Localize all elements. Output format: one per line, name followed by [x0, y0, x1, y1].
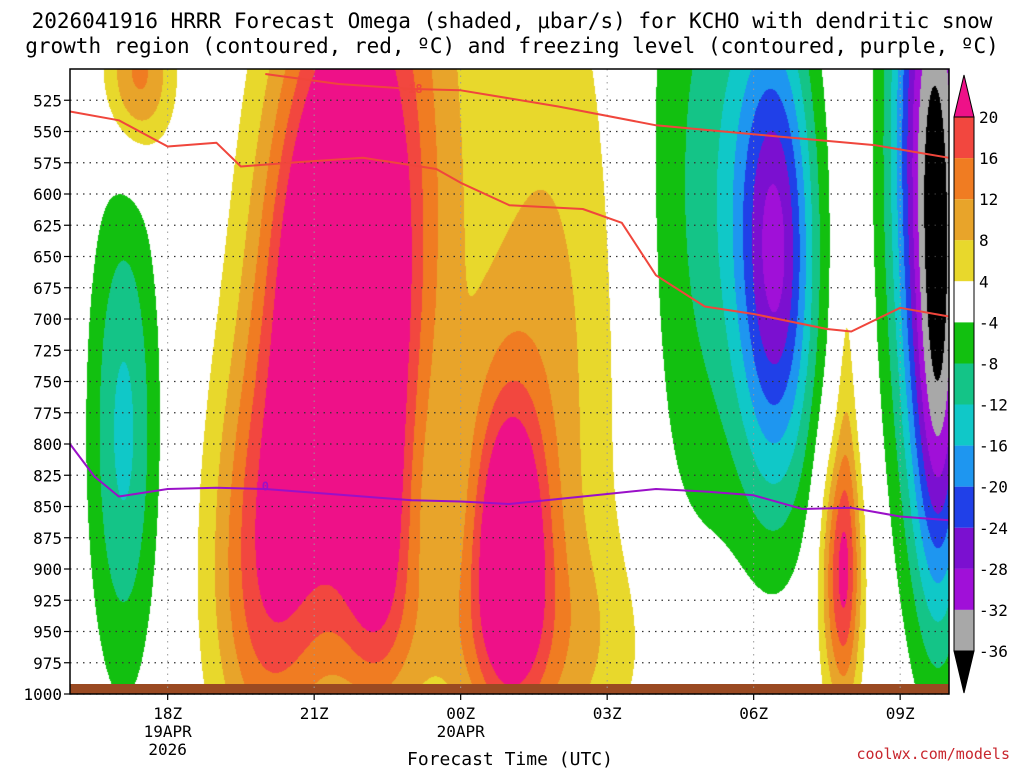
colorbar-tick-label: 16: [979, 149, 998, 168]
colorbar-bin: [954, 568, 974, 610]
x-tick-label: 18Z: [153, 704, 182, 723]
y-tick-label: 850: [33, 498, 62, 517]
y-tick-label: 650: [33, 248, 62, 267]
omega-shaded-field: [70, 69, 949, 694]
y-tick-label: 975: [33, 654, 62, 673]
y-tick-label: 575: [33, 154, 62, 173]
colorbar-top-arrow: [953, 74, 975, 118]
contour-lines: -18 0: [69, 73, 950, 522]
y-tick-label: 600: [33, 185, 62, 204]
colorbar-tick-label: 20: [979, 108, 998, 127]
y-tick-label: 950: [33, 623, 62, 642]
freezing-level-label: 0: [262, 480, 269, 494]
plot-area: -18 0: [69, 68, 950, 695]
colorbar-bin: [954, 527, 974, 569]
colorbar-bin: [954, 363, 974, 405]
y-tick-label: 925: [33, 591, 62, 610]
colorbar-bin: [954, 609, 974, 651]
colorbar-tick-label: -20: [979, 478, 1008, 497]
colorbar-bin: [954, 158, 974, 200]
grid-lines: [70, 69, 949, 695]
y-tick-label: 900: [33, 560, 62, 579]
colorbar-bin: [954, 322, 974, 364]
colorbar-bin: [954, 199, 974, 241]
dgz-contour-line: [265, 73, 950, 159]
colorbar-tick-label: -16: [979, 437, 1008, 456]
colorbar: 20 16 12 8 4 -4 -8 -12 -16 -20 -24 -28 -32 -36: [953, 74, 1008, 694]
colorbar-tick-label: -12: [979, 396, 1008, 415]
x-tick-year: 2026: [148, 740, 187, 759]
y-tick-label: 775: [33, 404, 62, 423]
y-tick-label: 825: [33, 466, 62, 485]
credit-text: coolwx.com/models: [856, 745, 1010, 763]
x-tick-label: 21Z: [300, 704, 329, 723]
colorbar-bin: [954, 240, 974, 282]
y-tick-label: 625: [33, 216, 62, 235]
x-tick-label: 09Z: [886, 704, 915, 723]
y-tick-label: 525: [33, 91, 62, 110]
colorbar-bin: [954, 281, 974, 323]
colorbar-tick-label: 4: [979, 272, 989, 291]
terrain-ground-strip: [70, 684, 949, 694]
chart-title-line-2: growth region (contoured, red, ºC) and f…: [25, 34, 999, 58]
chart-title-line-1: 2026041916 HRRR Forecast Omega (shaded, …: [32, 9, 993, 33]
colorbar-tick-label: -8: [979, 355, 998, 374]
dgz-contour-label: -18: [401, 82, 423, 96]
x-axis-label: Forecast Time (UTC): [407, 749, 613, 768]
colorbar-frame: [953, 116, 975, 652]
colorbar-bin: [954, 117, 974, 159]
colorbar-bin: [954, 486, 974, 528]
colorbar-tick-label: -4: [979, 313, 998, 332]
x-tick-date: 20APR: [437, 722, 486, 741]
x-tick-label: 00Z: [446, 704, 475, 723]
colorbar-tick-label: -28: [979, 560, 1008, 579]
y-tick-label: 800: [33, 435, 62, 454]
freezing-level-line: [69, 443, 950, 522]
dgz-contour-line: [69, 110, 950, 333]
y-axis-pressure: 525 550 575 600 625 650 675 700 725 750 775 800 825 8…: [23, 91, 70, 704]
y-tick-label: 675: [33, 279, 62, 298]
colorbar-tick-label: -24: [979, 519, 1008, 538]
y-tick-label: 750: [33, 373, 62, 392]
x-tick-label: 03Z: [593, 704, 622, 723]
y-tick-label: 550: [33, 123, 62, 142]
y-tick-label: 1000: [23, 685, 62, 704]
y-tick-label: 700: [33, 310, 62, 329]
y-tick-label: 875: [33, 529, 62, 548]
colorbar-bin: [954, 445, 974, 487]
colorbar-bin: [954, 404, 974, 446]
colorbar-tick-label: 8: [979, 231, 989, 250]
x-tick-date: 19APR: [144, 722, 193, 741]
colorbar-tick-label: 12: [979, 190, 998, 209]
colorbar-tick-label: -32: [979, 601, 1008, 620]
x-tick-label: 06Z: [739, 704, 768, 723]
y-tick-label: 725: [33, 341, 62, 360]
colorbar-bottom-arrow: [953, 650, 975, 694]
colorbar-tick-label: -36: [979, 642, 1008, 661]
